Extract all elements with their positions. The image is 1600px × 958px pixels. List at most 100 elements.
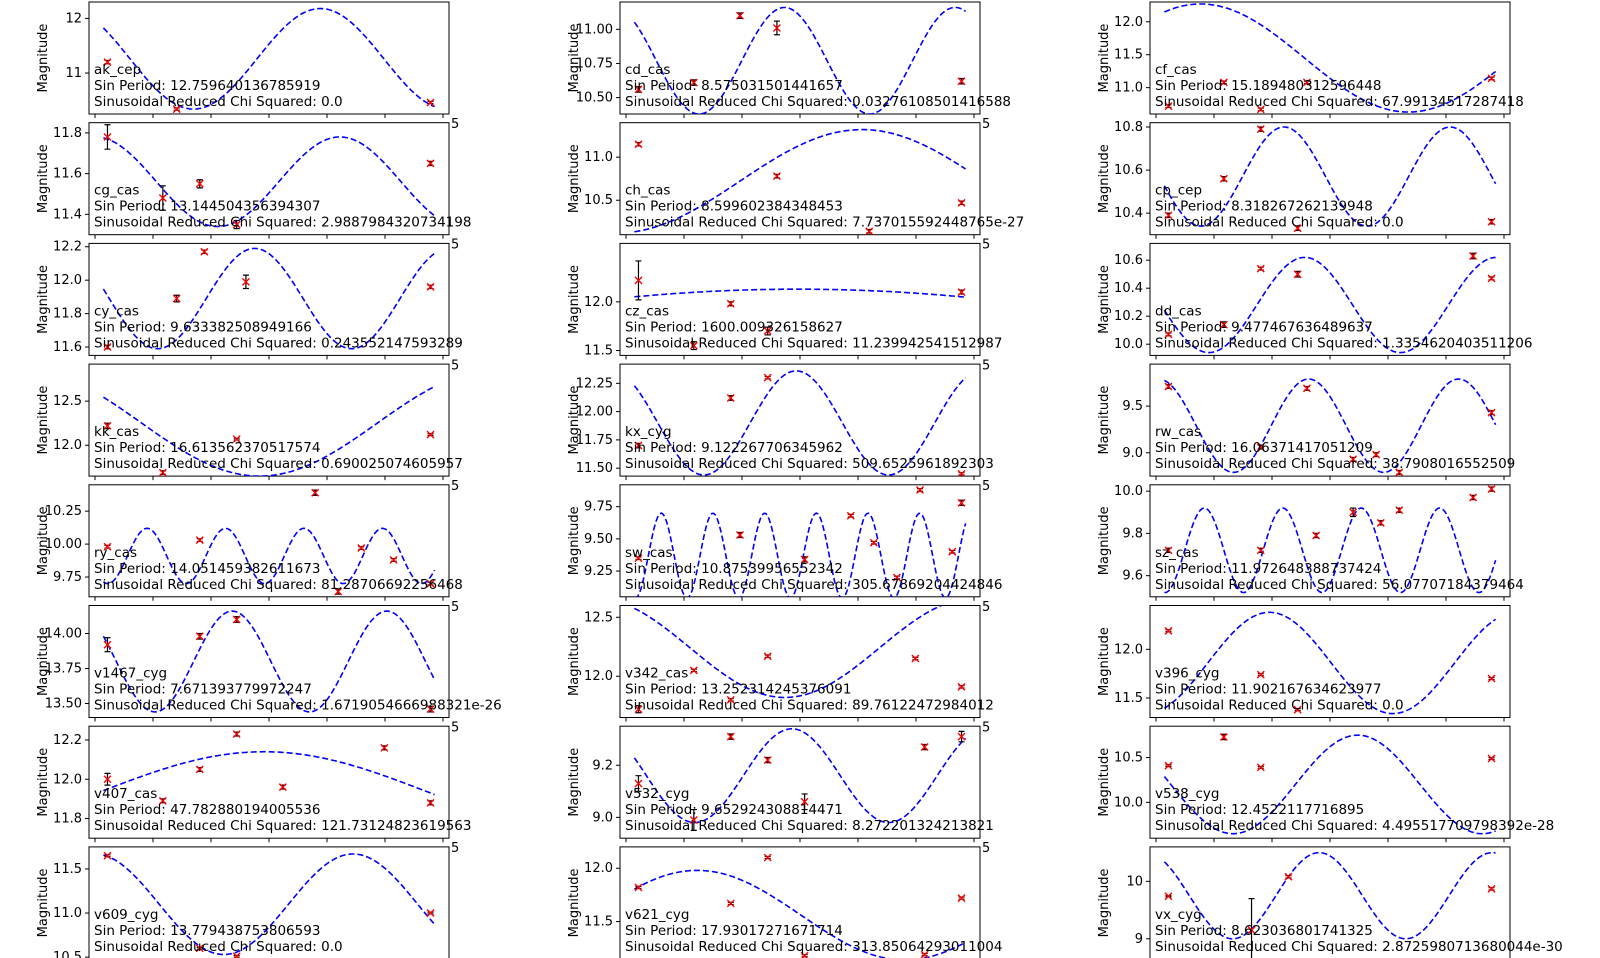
data-point xyxy=(763,756,772,765)
y-tick-label: 10.00 xyxy=(45,537,82,552)
data-point xyxy=(1256,125,1265,134)
sinusoid-model-curve xyxy=(1164,3,1497,113)
data-point xyxy=(726,299,735,308)
point-marker xyxy=(426,159,435,168)
star-name-label: sz_cas xyxy=(1155,545,1199,561)
data-point xyxy=(634,441,643,450)
sin-period-label: Sin Period: 8.623036801741325 xyxy=(1155,923,1373,939)
y-tick-label: 12.2 xyxy=(53,733,82,748)
point-marker xyxy=(726,732,735,741)
point-marker xyxy=(195,765,204,774)
sin-period-label: Sin Period: 14.05145938261167​3 xyxy=(94,561,320,577)
point-marker xyxy=(1164,546,1173,555)
point-marker xyxy=(800,797,809,806)
point-marker xyxy=(426,705,435,714)
star-name-label: cp_cep xyxy=(1155,183,1202,199)
point-marker xyxy=(232,615,241,624)
point-marker xyxy=(1164,330,1173,339)
y-axis-label: Magnitude xyxy=(567,24,582,93)
axis-corner-label: 5 xyxy=(982,479,990,494)
y-tick-label: 9.0 xyxy=(592,810,613,825)
data-point xyxy=(195,536,204,545)
data-point xyxy=(763,652,772,661)
y-tick-label: 9.2 xyxy=(592,758,613,773)
data-point xyxy=(920,743,929,752)
chi-squared-label: Sinusoidal Reduced Chi Squared: 313.8506… xyxy=(625,939,1002,955)
chi-squared-label: Sinusoidal Reduced Chi Squared: 305.6786… xyxy=(625,577,1002,593)
y-tick-label: 13.50 xyxy=(45,697,82,712)
data-point xyxy=(1469,252,1478,260)
sin-period-label: Sin Period: 7.671393779972247 xyxy=(94,682,312,698)
sin-period-label: Sin Period: 8.599602384348453 xyxy=(625,199,843,215)
data-point xyxy=(1219,732,1228,741)
sin-period-label: Sin Period: 10.875399565523​42 xyxy=(625,561,843,577)
data-point xyxy=(1469,493,1478,502)
point-marker xyxy=(1219,320,1228,329)
point-marker xyxy=(1349,455,1358,464)
point-marker xyxy=(957,498,966,507)
star-name-label: rw_cas xyxy=(1155,424,1201,440)
y-axis-label: Magnitude xyxy=(1097,627,1112,696)
data-point xyxy=(1487,74,1496,83)
sin-period-label: Sin Period: 9.122267706345962 xyxy=(625,440,843,456)
point-marker xyxy=(172,105,181,114)
chi-squared-label: Sinusoidal Reduced Chi Squared: 0.0 xyxy=(1155,698,1404,714)
data-point xyxy=(634,775,643,792)
point-marker xyxy=(772,23,781,32)
data-point xyxy=(865,227,874,235)
sin-period-label: Sin Period: 8.57503150144165​7 xyxy=(625,78,843,94)
data-point xyxy=(736,531,744,540)
point-marker xyxy=(1487,754,1496,763)
point-marker xyxy=(1284,872,1293,881)
y-axis-label: Magnitude xyxy=(36,506,51,575)
point-marker xyxy=(736,11,744,20)
data-point xyxy=(689,808,698,831)
y-tick-label: 11.8 xyxy=(53,126,82,141)
point-marker xyxy=(232,730,241,739)
y-tick-label: 12.2 xyxy=(53,240,82,255)
y-tick-label: 12.0 xyxy=(1114,15,1143,30)
data-point xyxy=(103,58,112,67)
y-axis-label: Magnitude xyxy=(567,386,582,455)
data-point xyxy=(232,435,241,444)
data-point xyxy=(334,587,343,596)
data-point xyxy=(948,547,957,556)
axis-corner-label: 5 xyxy=(982,600,990,615)
y-tick-label: 9.25 xyxy=(584,564,613,579)
data-point xyxy=(892,573,901,582)
sin-period-label: Sin Period: 1600.009326158627 xyxy=(625,319,843,335)
point-marker xyxy=(957,77,966,86)
star-name-label: v621_cyg xyxy=(625,907,690,923)
y-axis-label: Magnitude xyxy=(567,627,582,696)
data-point xyxy=(1487,274,1496,283)
axis-corner-label: 5 xyxy=(982,721,990,736)
point-marker xyxy=(1164,761,1173,770)
data-point xyxy=(158,796,167,805)
point-marker xyxy=(957,894,966,903)
chi-squared-label: Sinusoidal Reduced Chi Squared: 2.988798… xyxy=(94,215,471,231)
data-point xyxy=(278,783,287,792)
point-marker xyxy=(1219,732,1228,741)
chi-squared-label: Sinusoidal Reduced Chi Squared: 0.690025… xyxy=(94,456,463,472)
sin-period-label: Sin Period: 9.652924308814471 xyxy=(625,802,843,818)
data-point xyxy=(846,511,855,520)
point-marker xyxy=(916,485,924,494)
y-axis-label: Magnitude xyxy=(567,868,582,937)
point-marker xyxy=(1372,450,1381,459)
sin-period-label: Sin Period: 16.063714170512​09 xyxy=(1155,440,1373,456)
data-point xyxy=(1284,872,1293,881)
axis-corner-label: 5 xyxy=(451,841,459,856)
data-point xyxy=(1247,897,1256,958)
data-point xyxy=(1256,763,1265,772)
point-marker xyxy=(1395,506,1404,515)
chi-squared-label: Sinusoidal Reduced Chi Squared: 1.335462… xyxy=(1155,335,1532,351)
y-axis-label: Magnitude xyxy=(1097,144,1112,213)
point-marker xyxy=(1164,626,1173,635)
star-name-label: cd_cas xyxy=(625,62,670,78)
